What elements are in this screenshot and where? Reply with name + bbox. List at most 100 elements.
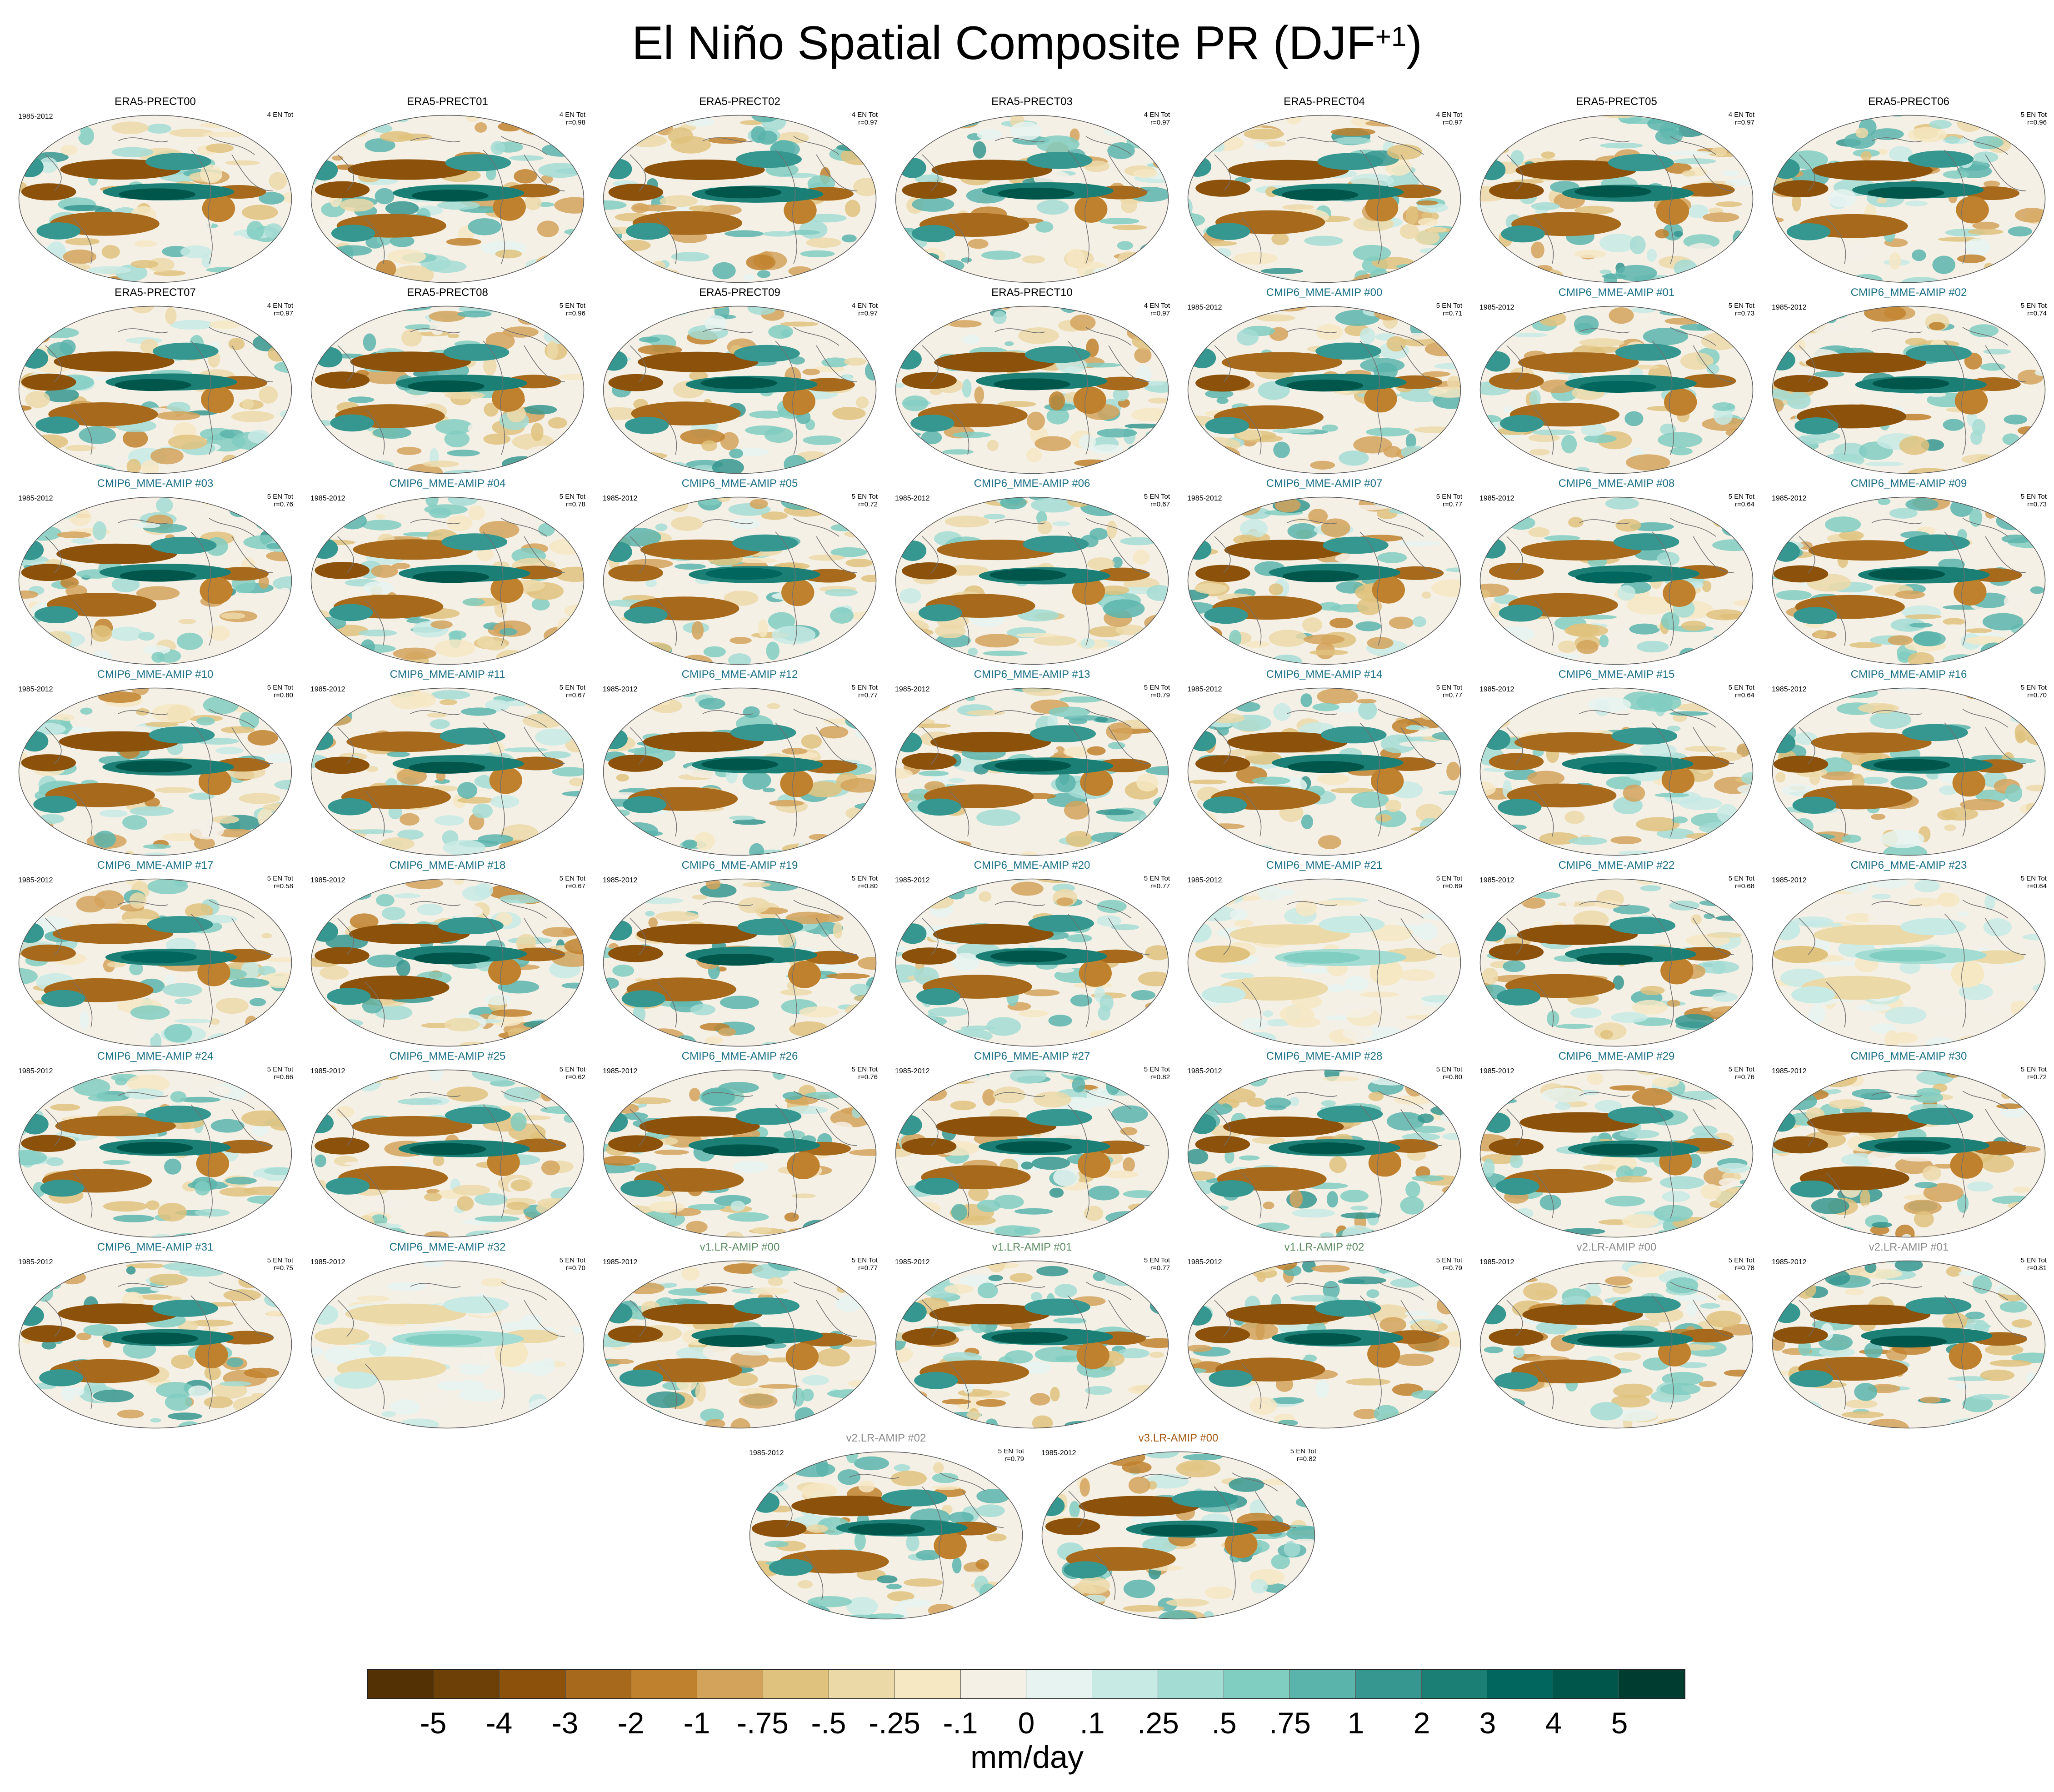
panel-title: CMIP6_MME-AMIP #08 <box>1558 477 1675 490</box>
panel-period: 1985-2012 <box>18 113 53 120</box>
colorbar-tick: -.1 <box>943 1706 978 1740</box>
colorbar-swatch <box>1421 1670 1488 1698</box>
map-panel: CMIP6_MME-AMIP #23 1985-2012 5 EN Tot r=0.6… <box>1763 859 2054 1050</box>
panel-period: 1985-2012 <box>310 1067 345 1075</box>
panel-stat-correlation: r=0.72 <box>2027 1073 2047 1081</box>
panel-title: CMIP6_MME-AMIP #28 <box>1266 1050 1383 1062</box>
panel-stat-count: 5 EN Tot <box>559 684 585 691</box>
panel-stat-count: 5 EN Tot <box>267 875 293 882</box>
panel-stat-correlation: r=0.77 <box>1150 1264 1170 1272</box>
panel-period: 1985-2012 <box>1772 686 1807 693</box>
panel-title: CMIP6_MME-AMIP #04 <box>389 477 506 490</box>
panel-period: 1985-2012 <box>603 876 638 884</box>
panel-stat-correlation: r=0.80 <box>274 691 293 699</box>
colorbar-swatch <box>1487 1670 1554 1698</box>
panel-stat-count: 5 EN Tot <box>1728 302 1754 310</box>
map-8 <box>310 305 585 474</box>
panel-stats: 5 EN Tot r=0.72 <box>852 493 878 508</box>
panel-stat-count: 5 EN Tot <box>559 493 585 501</box>
panel-period: 1985-2012 <box>603 1067 638 1075</box>
panel-stats: 5 EN Tot r=0.96 <box>2021 111 2047 126</box>
panel-title: v1.LR-AMIP #01 <box>992 1241 1072 1253</box>
panel-stat-correlation: r=0.96 <box>2027 119 2047 126</box>
panel-stat-correlation: r=0.78 <box>566 501 585 508</box>
colorbar-swatch <box>1026 1670 1093 1698</box>
panel-stats: 5 EN Tot r=0.80 <box>852 875 878 890</box>
panel-stat-correlation: r=0.66 <box>274 1073 293 1081</box>
panel-period: 1985-2012 <box>1479 1067 1514 1075</box>
panel-stat-correlation: r=0.72 <box>858 501 878 508</box>
map-panel: CMIP6_MME-AMIP #01 1985-2012 5 EN Tot r=0.7… <box>1470 286 1763 477</box>
map-panel: CMIP6_MME-AMIP #24 1985-2012 5 EN Tot r=0.6… <box>9 1050 301 1241</box>
panel-stat-correlation: r=0.82 <box>1150 1073 1170 1081</box>
map-36 <box>310 1069 585 1238</box>
colorbar-swatch <box>829 1670 895 1698</box>
panel-stats: 5 EN Tot r=0.79 <box>1436 1256 1462 1272</box>
map-29 <box>310 878 585 1047</box>
panel-period: 1985-2012 <box>895 1258 930 1266</box>
panel-stat-count: 5 EN Tot <box>851 1066 878 1073</box>
panel-title: ERA5-PRECT06 <box>1868 95 1949 108</box>
panel-period: 1985-2012 <box>895 876 930 884</box>
panel-period: 1985-2012 <box>1187 304 1222 311</box>
panel-title: CMIP6_MME-AMIP #15 <box>1558 668 1675 681</box>
map-panel: ERA5-PRECT00 1985-2012 4 EN Tot <box>9 95 301 286</box>
panel-title: CMIP6_MME-AMIP #09 <box>1850 477 1967 490</box>
map-19 <box>1479 496 1754 665</box>
colorbar-swatch <box>565 1670 632 1698</box>
map-32 <box>1187 878 1461 1047</box>
panel-period: 1985-2012 <box>1772 304 1807 311</box>
panel-stat-count: 5 EN Tot <box>1728 684 1754 691</box>
panel-stat-correlation: r=0.97 <box>858 310 878 317</box>
map-panel: ERA5-PRECT07 4 EN Tot r=0.97 <box>9 286 301 477</box>
figure-title: El Niño Spatial Composite PR (DJF+1) <box>632 17 1422 70</box>
panel-title: CMIP6_MME-AMIP #03 <box>97 477 214 490</box>
panel-stats: 5 EN Tot r=0.81 <box>2021 1256 2047 1272</box>
colorbar-swatch <box>1224 1670 1290 1698</box>
colorbar-tick: 1 <box>1347 1706 1364 1740</box>
panel-period: 1985-2012 <box>1772 495 1807 502</box>
panel-stat-correlation: r=0.62 <box>566 1073 585 1081</box>
map-37 <box>603 1069 877 1238</box>
panel-period: 1985-2012 <box>310 1258 345 1266</box>
panel-stats: 5 EN Tot r=0.78 <box>560 493 585 508</box>
map-27 <box>1772 687 2046 856</box>
panel-stat-correlation: r=0.98 <box>566 119 585 126</box>
colorbar-swatch <box>1158 1670 1224 1698</box>
panel-stat-correlation: r=0.77 <box>858 1264 878 1272</box>
map-panel: CMIP6_MME-AMIP #19 1985-2012 5 EN Tot r=0.8… <box>594 859 886 1050</box>
panel-period: 1985-2012 <box>1479 304 1514 311</box>
panel-period: 1985-2012 <box>310 876 345 884</box>
panel-stat-correlation: r=0.64 <box>2027 882 2047 890</box>
panel-stat-count: 5 EN Tot <box>2020 684 2047 691</box>
panel-title: ERA5-PRECT07 <box>115 286 196 299</box>
panel-stat-correlation: r=0.64 <box>1735 691 1754 699</box>
map-panel: CMIP6_MME-AMIP #11 1985-2012 5 EN Tot r=0.6… <box>301 668 594 859</box>
panel-period: 1985-2012 <box>895 495 930 502</box>
panel-stat-count: 5 EN Tot <box>851 1256 878 1264</box>
panel-stat-correlation: r=0.64 <box>1735 501 1754 508</box>
panel-stat-count: 5 EN Tot <box>851 875 878 882</box>
panel-stats: 5 EN Tot r=0.67 <box>560 875 585 890</box>
map-35 <box>18 1069 292 1238</box>
map-33 <box>1479 878 1754 1047</box>
panel-title: CMIP6_MME-AMIP #01 <box>1558 286 1675 299</box>
panel-period: 1985-2012 <box>603 495 638 502</box>
panel-stats: 5 EN Tot r=0.64 <box>1729 493 1754 508</box>
panel-stats: 5 EN Tot r=0.78 <box>1729 1256 1754 1272</box>
panel-stats: 4 EN Tot r=0.97 <box>1436 111 1462 126</box>
panel-stats: 5 EN Tot r=0.80 <box>267 684 293 699</box>
map-42 <box>18 1260 292 1429</box>
panel-title: ERA5-PRECT08 <box>407 286 488 299</box>
map-panel: CMIP6_MME-AMIP #00 1985-2012 5 EN Tot r=0.7… <box>1178 286 1470 477</box>
map-0 <box>18 115 292 283</box>
panel-period: 1985-2012 <box>18 876 53 884</box>
panel-stats: 5 EN Tot r=0.70 <box>2021 684 2047 699</box>
panel-title: CMIP6_MME-AMIP #19 <box>681 859 798 871</box>
colorbar-swatch <box>368 1670 434 1698</box>
panel-stat-count: 5 EN Tot <box>1144 1066 1170 1073</box>
panel-stat-correlation: r=0.67 <box>1150 501 1170 508</box>
map-15 <box>310 496 585 665</box>
panel-title: CMIP6_MME-AMIP #25 <box>389 1050 506 1062</box>
panel-title: CMIP6_MME-AMIP #26 <box>681 1050 798 1062</box>
